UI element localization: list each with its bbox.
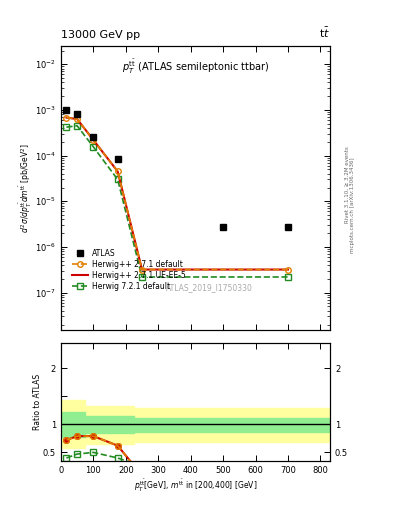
X-axis label: $p_T^{\mathrm{t\bar{t}}}$[GeV], $m^{\mathrm{t\bar{t}}}$ in [200,400] [GeV]: $p_T^{\mathrm{t\bar{t}}}$[GeV], $m^{\mat… (134, 477, 257, 494)
Line: Herwig++ 2.7.1 UE-EE-5: Herwig++ 2.7.1 UE-EE-5 (66, 118, 288, 269)
Herwig++ 2.7.1 UE-EE-5 (286, 266, 290, 272)
Herwig++ 2.7.1 default (64, 115, 69, 121)
Herwig++ 2.7.1 default (115, 168, 120, 175)
Herwig++ 2.7.1 UE-EE-5 (64, 115, 69, 121)
ATLAS (286, 223, 290, 229)
ATLAS (75, 111, 79, 117)
Text: t$\bar{t}$: t$\bar{t}$ (319, 26, 330, 40)
Text: Rivet 3.1.10, ≥ 3.2M events: Rivet 3.1.10, ≥ 3.2M events (345, 146, 349, 223)
Herwig++ 2.7.1 UE-EE-5 (75, 116, 79, 122)
Herwig++ 2.7.1 UE-EE-5 (91, 137, 96, 143)
Line: ATLAS: ATLAS (63, 107, 292, 230)
Herwig++ 2.7.1 UE-EE-5 (140, 266, 144, 272)
Line: Herwig++ 2.7.1 default: Herwig++ 2.7.1 default (64, 115, 291, 272)
Herwig 7.2.1 default (286, 274, 290, 280)
ATLAS (91, 134, 96, 140)
Text: mcplots.cern.ch [arXiv:1306.3436]: mcplots.cern.ch [arXiv:1306.3436] (350, 157, 354, 252)
Herwig 7.2.1 default (115, 177, 120, 183)
Herwig 7.2.1 default (64, 124, 69, 130)
Herwig++ 2.7.1 default (140, 266, 144, 272)
Line: Herwig 7.2.1 default: Herwig 7.2.1 default (64, 123, 291, 280)
Text: 13000 GeV pp: 13000 GeV pp (61, 30, 140, 40)
ATLAS (64, 107, 69, 113)
Herwig 7.2.1 default (91, 144, 96, 150)
Herwig++ 2.7.1 default (91, 137, 96, 143)
Herwig++ 2.7.1 default (286, 266, 290, 272)
Y-axis label: $d^2\sigma / dp_T^{\mathrm{t\bar{t}}} dm^{\mathrm{t\bar{t}}}$ [pb/GeV$^2$]: $d^2\sigma / dp_T^{\mathrm{t\bar{t}}} dm… (18, 143, 33, 233)
Herwig++ 2.7.1 UE-EE-5 (115, 168, 120, 175)
ATLAS (115, 156, 120, 162)
Herwig++ 2.7.1 default (75, 116, 79, 122)
ATLAS (221, 223, 226, 229)
Text: ATLAS_2019_I1750330: ATLAS_2019_I1750330 (165, 283, 252, 292)
Herwig 7.2.1 default (75, 123, 79, 129)
Text: $p_T^{\mathrm{t\bar{t}}}$ (ATLAS semileptonic ttbar): $p_T^{\mathrm{t\bar{t}}}$ (ATLAS semilep… (122, 57, 269, 76)
Y-axis label: Ratio to ATLAS: Ratio to ATLAS (33, 374, 42, 430)
Herwig 7.2.1 default (140, 274, 144, 280)
Legend: ATLAS, Herwig++ 2.7.1 default, Herwig++ 2.7.1 UE-EE-5, Herwig 7.2.1 default: ATLAS, Herwig++ 2.7.1 default, Herwig++ … (70, 247, 187, 292)
